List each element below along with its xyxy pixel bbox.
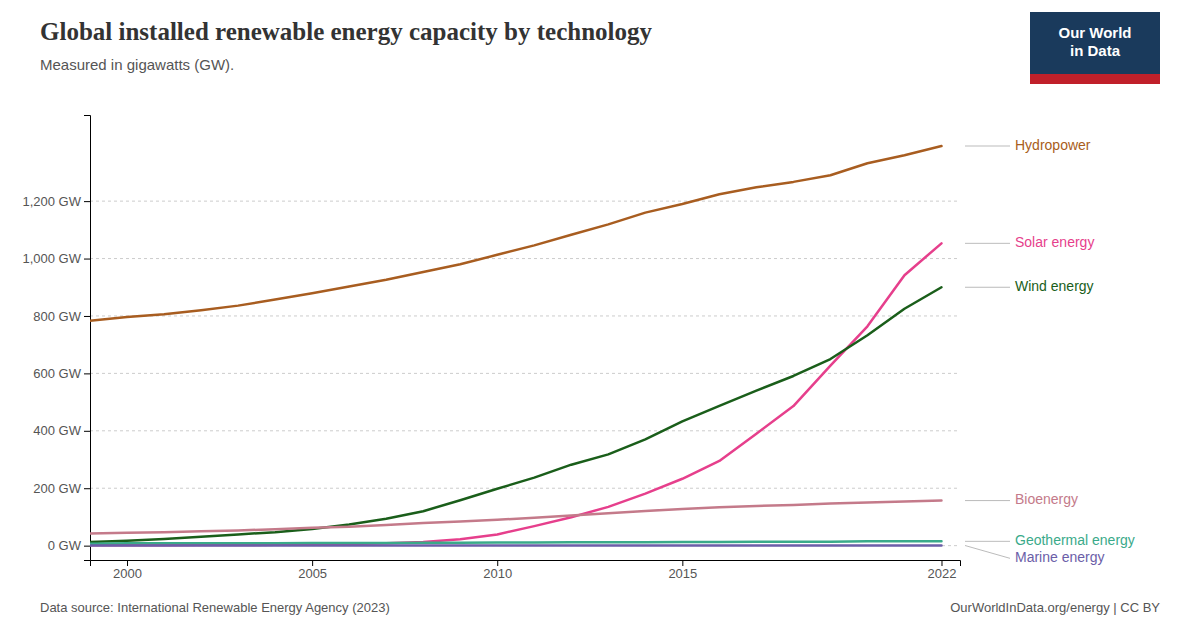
tick: 600 GW (33, 366, 90, 381)
logo: Our Worldin Data (1030, 12, 1160, 84)
logo-text: in Data (1070, 42, 1121, 59)
grid-line (90, 373, 960, 374)
title: Global installed renewable energy capaci… (40, 18, 653, 45)
label-connector (965, 243, 1010, 244)
series-line (90, 544, 941, 547)
tick: 2010 (483, 560, 512, 581)
series-label: Hydropower (1015, 137, 1091, 153)
tick-label: 2010 (483, 566, 512, 581)
tick-mark (84, 431, 90, 432)
grid-line (90, 430, 960, 431)
series-line (90, 287, 941, 542)
label-connector (965, 146, 1010, 147)
series-labels: Hydropower Solar energy Wind energy Bioener… (965, 137, 1135, 565)
plot-area (90, 146, 941, 546)
label-connector (965, 500, 1010, 501)
logo-box (1030, 12, 1160, 84)
y-axis: 0 GW 200 GW 400 GW 600 GW 800 GW 1,000 GW 1,20… (22, 116, 90, 561)
grid (90, 201, 960, 546)
tick: 2022 (928, 560, 957, 581)
grid-line (90, 488, 960, 489)
tick-mark (941, 560, 942, 566)
tick-label: 2005 (298, 566, 327, 581)
tick: 2005 (298, 560, 327, 581)
tick-mark (127, 560, 128, 566)
source: Data source: International Renewable Ene… (40, 600, 390, 615)
tick: 1,200 GW (22, 194, 90, 209)
axis-line (84, 116, 91, 561)
tick-label: 0 GW (48, 538, 82, 553)
tick-label: 600 GW (33, 366, 81, 381)
tick-mark (84, 201, 90, 202)
tick-mark (497, 560, 498, 566)
tick-label: 200 GW (33, 481, 81, 496)
grid-line (90, 315, 960, 316)
series-label: Marine energy (1015, 549, 1105, 565)
series-label: Bioenergy (1015, 491, 1078, 507)
tick-mark (84, 488, 90, 489)
tick-mark (84, 316, 90, 317)
x-axis: 2000 2005 2010 2015 2022 (91, 560, 961, 581)
subtitle: Measured in gigawatts (GW). (40, 56, 234, 73)
tick-mark (682, 560, 683, 566)
grid-line (90, 201, 960, 202)
tick: 1,000 GW (22, 251, 90, 266)
series-line (90, 243, 941, 545)
series-label: Solar energy (1015, 234, 1094, 250)
series-label: Wind energy (1015, 278, 1094, 294)
logo-text: Our World (1058, 24, 1131, 41)
grid-line (90, 258, 960, 259)
tick-mark (312, 560, 313, 566)
tick-label: 400 GW (33, 423, 81, 438)
tick-mark (84, 373, 90, 374)
tick: 2015 (668, 560, 697, 581)
tick-label: 800 GW (33, 309, 81, 324)
tick: 800 GW (33, 309, 90, 324)
tick-label: 2015 (668, 566, 697, 581)
logo-bar (1030, 74, 1160, 84)
tick-label: 1,000 GW (22, 251, 81, 266)
tick-mark (84, 546, 90, 547)
chart: Global installed renewable energy capaci… (0, 0, 1200, 628)
series-line (90, 146, 941, 321)
tick: 0 GW (48, 538, 90, 553)
tick-mark (84, 259, 90, 260)
label-connector (965, 541, 1010, 542)
tick: 400 GW (33, 423, 90, 438)
grid-line (90, 545, 960, 546)
axis-line (91, 561, 961, 567)
tick-label: 2000 (113, 566, 142, 581)
series-line (90, 541, 941, 543)
tick: 200 GW (33, 481, 90, 496)
tick-label: 2022 (928, 566, 957, 581)
tick-label: 1,200 GW (22, 194, 81, 209)
series-line (90, 501, 941, 534)
series-label: Geothermal energy (1015, 532, 1135, 548)
credit: OurWorldInData.org/energy | CC BY (950, 600, 1160, 615)
label-connector (965, 546, 1010, 559)
label-connector (965, 287, 1010, 288)
tick: 2000 (113, 560, 142, 581)
